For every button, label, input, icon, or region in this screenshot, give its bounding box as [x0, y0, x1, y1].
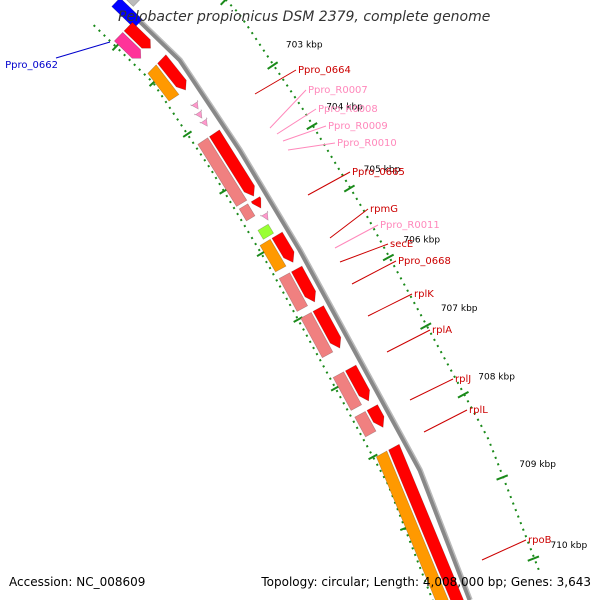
ruler-label: 703 kbp: [286, 40, 323, 50]
gene-ppro-0665: [209, 129, 255, 197]
gene-rplL: [366, 404, 385, 428]
gene-label-leader: [409, 378, 454, 401]
orange-0668: [259, 238, 287, 273]
genome-summary-label: Topology: circular; Length: 4,008,000 bp…: [261, 575, 591, 589]
accession-label: Accession: NC_008609: [9, 575, 146, 589]
gene-rplJ: [344, 364, 370, 402]
gene-label-leader: [269, 89, 307, 129]
gene-label: Ppro_R0008: [318, 104, 378, 115]
cds-rplL: [354, 410, 377, 438]
cds-0665: [197, 137, 248, 207]
gene-label: Ppro_0665: [352, 167, 405, 178]
gene-label: Ppro_R0010: [337, 138, 397, 149]
ruler-label: 708 kbp: [478, 373, 515, 383]
genome-backbone: [116, 0, 473, 600]
gene-rpoB: [388, 443, 464, 600]
gene-label-leader: [276, 108, 317, 135]
ruler-label: 705 kbp: [364, 165, 401, 175]
gene-ppro-0664: [123, 21, 151, 49]
cds-rplK: [278, 272, 309, 312]
gene-rpmG: [250, 196, 262, 209]
gene-label-leader: [367, 293, 413, 317]
gene-magenta: [113, 31, 142, 59]
backbone-line: [116, 0, 473, 600]
gene-label: secE: [390, 239, 413, 250]
gene-label-leader: [307, 171, 351, 196]
gene-label-leader: [287, 142, 336, 151]
gene-label-leader: [254, 69, 297, 95]
gene-label: Ppro_R0009: [328, 121, 388, 132]
gene-rplA: [312, 305, 342, 349]
gene-label: Ppro_0662: [5, 60, 58, 71]
gene-label-leader: [55, 41, 111, 59]
gene-labels: Ppro_0662 Ppro_0664 Ppro_R0007 Ppro_R0008 Pp…: [5, 60, 551, 546]
gene-label: Ppro_0668: [398, 256, 451, 267]
label-leader-lines: [55, 41, 527, 561]
trna-r0009: [199, 117, 208, 127]
backbone-highlight: [119, 0, 473, 600]
ruler-track-inner: [224, 0, 541, 574]
gene-label: rplK: [414, 289, 434, 300]
gene-label-leader: [481, 539, 527, 561]
gene-label: rplL: [469, 405, 488, 416]
gene-secE: [257, 223, 275, 240]
ruler-major-tick: [306, 122, 318, 131]
gene-label: rpoB: [528, 535, 552, 546]
ruler-major-tick: [457, 390, 469, 399]
ruler-label: 704 kbp: [326, 103, 363, 113]
gene-label-leader: [386, 329, 431, 353]
gene-label: rplJ: [455, 374, 471, 385]
ruler-track-outer: [92, 24, 434, 600]
trna-r0007: [190, 100, 199, 110]
gene-features: [111, 0, 464, 600]
gene-label-leader: [282, 125, 327, 142]
ruler-major-tick: [219, 0, 227, 6]
gene-label-leader: [351, 260, 397, 285]
trna-r0008: [194, 109, 203, 119]
gene-label: Ppro_R0007: [308, 85, 368, 96]
rrna-orange-1: [147, 64, 180, 102]
ruler-label: 706 kbp: [403, 235, 440, 245]
ruler-label: 707 kbp: [441, 304, 478, 314]
gene-label: rplA: [432, 325, 452, 336]
orange-rpoB: [375, 450, 449, 600]
ruler-major-tick: [527, 555, 540, 562]
gene-label: Ppro_0664: [298, 65, 351, 76]
gene-label-leader: [334, 224, 379, 249]
ruler-label: 709 kbp: [519, 460, 556, 470]
ruler-major-tick: [496, 474, 509, 481]
cds-rpmG: [238, 203, 256, 222]
ruler-major-tick: [382, 253, 395, 262]
ruler-major-tick: [343, 184, 356, 193]
grey-feature-a: [126, 0, 141, 7]
ruler-major-tick: [420, 322, 432, 330]
gene-rplK: [290, 265, 316, 303]
gene-red-2: [157, 54, 187, 91]
ruler-major-tick: [267, 61, 279, 70]
ruler-outer-tick: [368, 453, 378, 461]
gene-label-leader: [339, 243, 389, 263]
trna-r0011: [260, 210, 269, 221]
gene-label: rpmG: [370, 204, 398, 215]
gene-ppro-0668: [271, 231, 295, 263]
gene-label-leader: [329, 208, 369, 239]
ruler-label: 710 kbp: [550, 541, 587, 551]
gene-label: Ppro_R0011: [380, 220, 440, 231]
cds-rplJ: [332, 371, 363, 411]
ruler-outer-tick: [182, 130, 193, 138]
cds-rplA: [300, 311, 334, 359]
gene-label-leader: [423, 409, 468, 433]
map-title: Pelobacter propionicus DSM 2379, complet…: [118, 9, 491, 25]
